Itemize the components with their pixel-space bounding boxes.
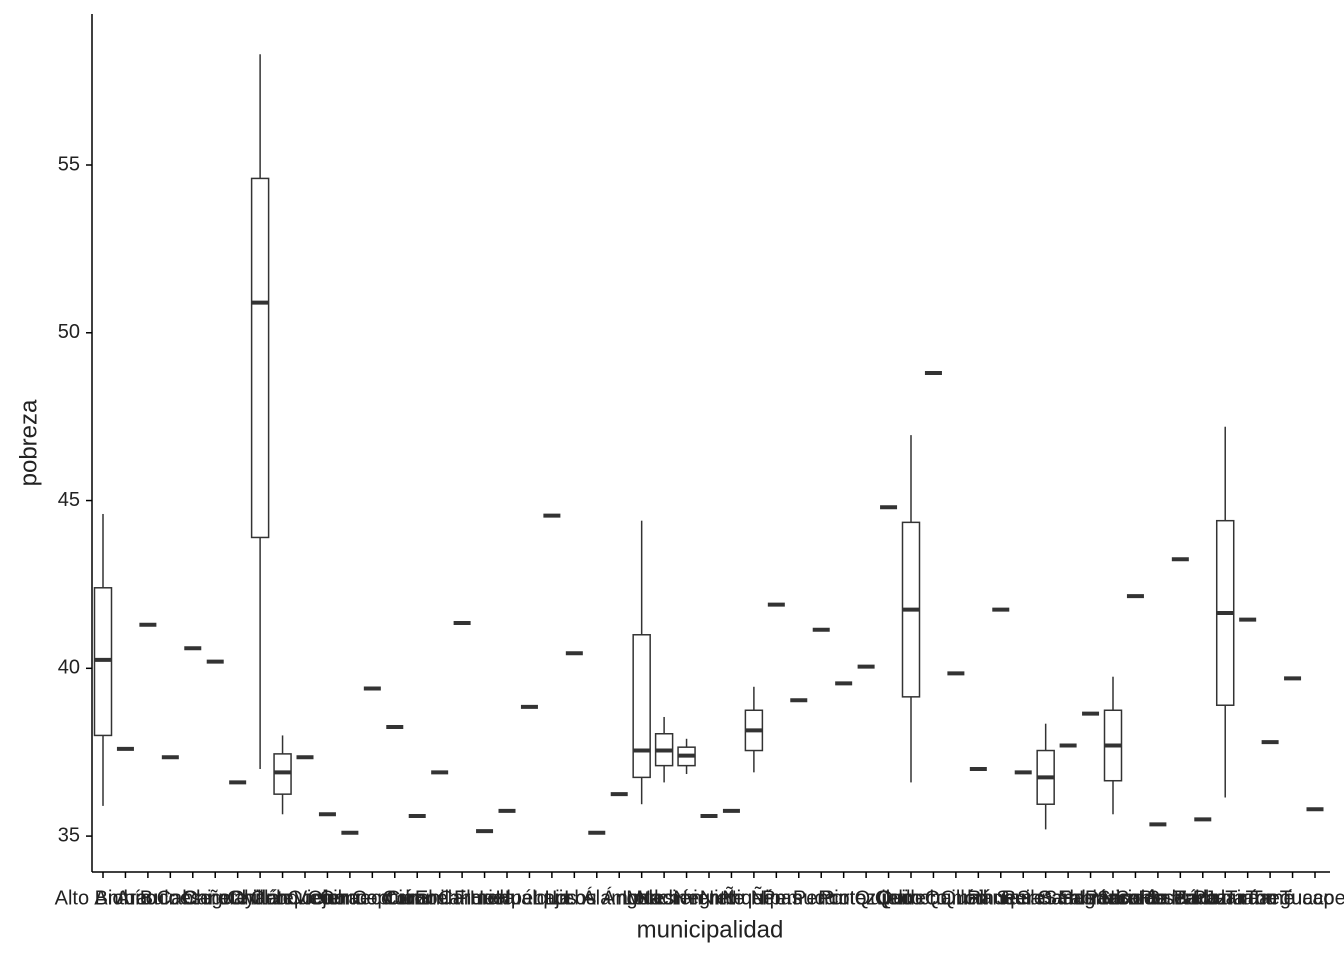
x-tick-label: San Nicolás — [1060, 887, 1167, 909]
x-tick-label: San Fabián — [1017, 887, 1119, 909]
x-tick-label: Quirihue — [941, 887, 1017, 909]
x-tick-label: San Carlos — [996, 887, 1095, 909]
box — [250, 177, 270, 539]
x-tick-label: Ránquil — [967, 887, 1035, 909]
x-tick-label: Ñipas — [751, 885, 802, 909]
y-tick-label: 55 — [58, 153, 80, 175]
x-tick-label: Chillán Viejo — [227, 887, 338, 909]
x-tick-label: Ninhue — [700, 887, 763, 909]
x-tick-label: Concepción — [320, 887, 426, 909]
x-tick-label: Chillán — [230, 887, 291, 909]
x-tick-label: San Rosendo — [1097, 887, 1218, 909]
x-tick-label: Hualpén — [470, 887, 545, 909]
box — [632, 634, 651, 779]
y-tick-label: 35 — [58, 824, 80, 846]
x-tick-label: Tomé — [1246, 887, 1295, 909]
x-tick-label: Rere — [1002, 887, 1045, 909]
x-tick-label: Lota — [622, 887, 662, 909]
x-tick-label: Pinto — [821, 887, 867, 909]
x-tick-label: Contulmo — [352, 887, 438, 909]
x-tick-label: Laja — [533, 887, 572, 909]
x-tick-label: Portezuelo — [818, 887, 914, 909]
x-tick-label: Florida — [454, 887, 516, 909]
x-tick-label: Talcahuano — [1174, 887, 1276, 909]
x-tick-label: Santa Bárbara — [1116, 887, 1246, 909]
y-tick-label: 40 — [58, 657, 80, 679]
x-tick-label: Chiguayante — [182, 887, 294, 909]
x-tick-label: Coronel — [382, 887, 452, 909]
x-tick-label: Coelemu — [287, 887, 367, 909]
x-tick-label: Pemuco — [762, 887, 835, 909]
x-tick-label: Penco — [793, 887, 850, 909]
x-tick-label: Coihueco — [308, 887, 393, 909]
y-tick-label: 45 — [58, 489, 80, 511]
x-tick-label: Quinchamalí — [877, 887, 990, 909]
x-tick-label: Santa Juana — [1147, 887, 1260, 909]
x-tick-label: Los Ángeles — [564, 886, 674, 909]
x-tick-label: Cobquecura — [251, 887, 361, 909]
x-tick-label: San Pedro de la Paz — [1044, 887, 1227, 909]
x-tick-label: Lebu — [552, 887, 597, 909]
y-tick-label: 50 — [58, 321, 80, 343]
x-tick-label: Tucapel — [1280, 887, 1344, 909]
x-axis-title: municipalidad — [637, 916, 784, 943]
x-tick-label: Hualqui — [496, 887, 564, 909]
x-tick-label: Alto Biobío — [55, 887, 152, 909]
x-tick-label: Quilaco — [855, 887, 923, 909]
x-tick-label: Negrete — [673, 887, 744, 909]
x-tick-label: Curanilahue — [386, 887, 494, 909]
x-tick-label: Tirúa — [1225, 887, 1271, 909]
x-tick-label: Bulnes — [140, 887, 201, 909]
x-tick-label: Los Álamos — [545, 886, 650, 909]
x-tick-label: Cabrero — [157, 887, 229, 909]
x-tick-label: Treguaco — [1251, 887, 1335, 909]
x-tick-label: Arauco — [116, 887, 179, 909]
x-tick-label: San Ignacio — [1038, 887, 1144, 909]
x-tick-label: Quilleco — [875, 887, 947, 909]
x-tick-label: Ñiquén — [722, 885, 785, 909]
x-tick-label: El Carmen — [415, 887, 509, 909]
x-tick-label: Antuco — [94, 887, 156, 909]
x-tick-label: Mulchén — [626, 887, 702, 909]
x-tick-label: Nacimiento — [637, 887, 737, 909]
x-tick-label: Cañete — [183, 887, 248, 909]
x-tick-label: Quillón — [925, 887, 987, 909]
y-axis-title: pobreza — [15, 399, 42, 486]
